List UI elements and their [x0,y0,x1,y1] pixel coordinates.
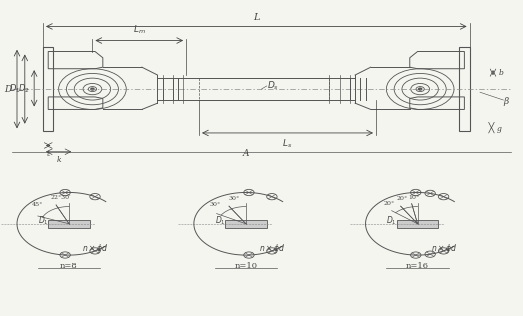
Bar [225,220,267,228]
Text: $L_s$: $L_s$ [282,138,292,150]
Text: 30°: 30° [209,203,220,207]
Text: k: k [56,156,61,164]
Text: $L_m$: $L_m$ [133,23,145,36]
Text: g: g [497,125,502,133]
Text: 22°30′: 22°30′ [50,195,71,200]
Text: n=8: n=8 [60,262,78,270]
Text: 20°: 20° [383,201,395,206]
Text: A: A [243,149,249,158]
Text: $D_1$: $D_1$ [214,214,225,227]
Text: t: t [47,150,50,158]
Text: $n\times\phi d$: $n\times\phi d$ [82,242,108,255]
Text: β: β [504,97,509,106]
Text: $D_1$: $D_1$ [386,214,397,227]
Text: $n\times\phi d$: $n\times\phi d$ [259,242,285,255]
Text: L: L [253,13,259,22]
Text: b: b [498,69,503,77]
Text: $n\times\phi d$: $n\times\phi d$ [430,242,457,255]
Bar [397,220,438,228]
Circle shape [91,88,94,90]
Text: n=10: n=10 [234,262,257,270]
Text: 20°: 20° [397,196,408,201]
Text: $D_s$: $D_s$ [267,80,279,92]
Text: 30°: 30° [229,196,240,201]
Text: $D_2$: $D_2$ [18,82,30,94]
Text: n=16: n=16 [406,262,429,270]
Text: $D_1$: $D_1$ [9,83,20,95]
Text: D: D [5,85,12,94]
Circle shape [418,88,422,90]
Text: 45°: 45° [32,203,43,207]
Text: $D_1$: $D_1$ [38,214,49,227]
Bar [48,220,90,228]
Text: 10°: 10° [408,195,419,200]
